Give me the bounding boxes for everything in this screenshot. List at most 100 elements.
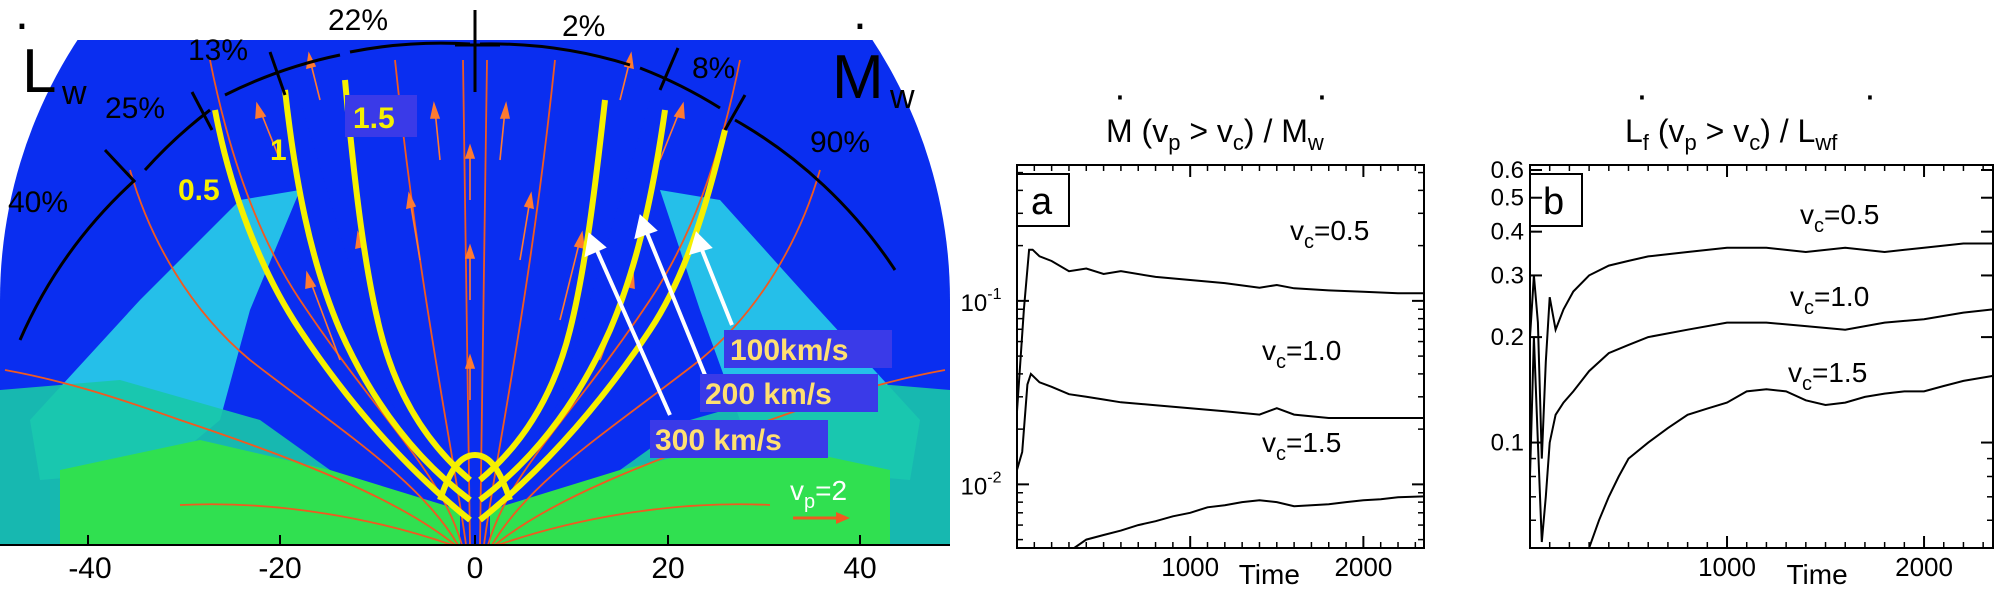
svg-text:w: w (889, 78, 915, 116)
simulation-map-panel: 100km/s 200 km/s 300 km/s 0.5 1 1.5 vp=2 (0, 0, 950, 585)
chart-b-plot-frame (1529, 164, 1994, 549)
sector-dividers (103, 10, 747, 184)
svg-text:·: · (1864, 75, 1877, 117)
chart-b-panel-tag: b (1529, 173, 1583, 227)
series-label: vc=0.5 (1800, 199, 1879, 237)
x-tick-label: 1000 (1698, 552, 1756, 582)
svg-text:·: · (14, 0, 31, 51)
vc-contour-1.5-left (342, 79, 472, 483)
y-tick-label: 0.2 (1491, 324, 1524, 351)
speed-arrow-100 (689, 231, 734, 326)
percent-label: 90% (810, 126, 870, 159)
chart-b-series-labels: vc=0.5 vc=1.0 vc=1.5 (1788, 199, 1879, 395)
series-label: vc=0.5 (1290, 215, 1369, 253)
sector-arc (18, 178, 137, 341)
percent-label: 2% (562, 10, 605, 43)
green-disk-right (490, 440, 890, 545)
y-tick-label: 10-2 (961, 469, 1002, 500)
vc-label: 0.5 (178, 174, 220, 207)
vc-contour-1.5-right (478, 99, 608, 483)
series-line-vc=0.5 (1530, 242, 1993, 459)
green-disk-left (60, 440, 460, 545)
svg-text:·: · (1316, 75, 1329, 117)
speed-label: 100km/s (730, 334, 848, 367)
map-x-tick: 0 (467, 552, 484, 585)
x-axis-label: Time (1239, 559, 1300, 589)
percent-labels: 40% 25% 13% 22% 2% 8% 90% (8, 4, 870, 219)
velocity-arrow (659, 101, 685, 161)
map-x-tick: 20 (651, 552, 684, 585)
percent-label: 40% (8, 186, 68, 219)
chart-b-title: · · Lf (vp > vc) / Lwf (1625, 75, 1876, 155)
y-tick-label: 0.5 (1491, 185, 1524, 212)
y-tick-label: 0.4 (1491, 219, 1524, 246)
chart-a-lines (1017, 248, 1424, 548)
percent-label: 8% (692, 52, 735, 85)
map-x-tick: -40 (68, 552, 111, 585)
vc-contour-1-left (282, 89, 472, 503)
vp-label: vp=2 (790, 475, 847, 513)
velocity-arrow (559, 230, 585, 321)
velocity-arrow (519, 191, 534, 261)
inner-jet-region (300, 100, 650, 540)
vc-contour-0.5-right (478, 129, 728, 523)
chart-a-axes: 1000 2000 Time 10-1 10-2 (961, 165, 1424, 589)
series-line-vc=1.5 (1588, 374, 1993, 548)
series-label: vc=1.5 (1788, 357, 1867, 395)
velocity-arrow (406, 191, 421, 261)
chart-a: · · M (vp > vc) / Mw a 1000 2000Time10-11… (961, 75, 1425, 589)
vp-reference-arrow (793, 512, 850, 524)
svg-text:b: b (1543, 181, 1564, 223)
angular-sector-arcs (18, 41, 897, 341)
sector-arc (143, 108, 211, 172)
speed-arrows (584, 214, 734, 416)
vc-label: 1.5 (353, 102, 395, 135)
chart-b-axes: 1000 2000 Time 0.60.5 0.4 0.3 0.2 0.1 (1491, 157, 1993, 589)
vc-core-bump (437, 451, 513, 501)
vc-label-group: 0.5 1 1.5 (178, 95, 417, 207)
vc-label: 1 (270, 134, 287, 167)
speed-arrow-200 (634, 214, 707, 376)
map-x-tick: -20 (258, 552, 301, 585)
vc-contours (212, 79, 728, 523)
series-label: vc=1.0 (1262, 335, 1341, 373)
series-label: vc=1.5 (1262, 427, 1341, 465)
svg-text:w: w (61, 74, 87, 112)
y-tick-label: 0.1 (1491, 430, 1524, 457)
percent-label: 25% (105, 92, 165, 125)
velocity-arrow (464, 353, 476, 400)
speed-label-group: 100km/s 200 km/s 300 km/s (650, 330, 892, 458)
sector-arc (734, 118, 897, 271)
x-tick-label: 2000 (1895, 552, 1953, 582)
svg-text:a: a (1031, 181, 1053, 223)
sector-arc (639, 66, 721, 110)
vc-contour-0.5-left (212, 109, 472, 523)
velocity-arrow (464, 243, 476, 300)
speed-label: 200 km/s (705, 378, 832, 411)
chart-a-series-labels: vc=0.5 vc=1.0 vc=1.5 (1262, 215, 1369, 465)
vc-contour-1-right (478, 109, 668, 503)
chart-b-title-text: Lf (vp > vc) / Lwf (1625, 113, 1838, 155)
speed-arrow-300 (584, 232, 672, 416)
chart-a-title: · · M (vp > vc) / Mw (1106, 75, 1328, 155)
svg-text:·: · (1114, 75, 1127, 117)
speed-label: 300 km/s (655, 424, 782, 457)
chart-a-title-text: M (vp > vc) / Mw (1106, 113, 1324, 155)
percent-label: 13% (188, 34, 248, 67)
percent-label: 22% (328, 4, 388, 37)
series-line-vc=1.0 (1530, 308, 1993, 543)
velocity-arrow (305, 270, 341, 361)
velocity-arrow (499, 101, 510, 161)
svg-text:L: L (22, 37, 56, 106)
map-x-axis: -40 -20 0 20 40 (0, 535, 950, 585)
y-tick-label: 0.6 (1491, 157, 1524, 184)
color-map (0, 40, 950, 546)
y-tick-label: 10-1 (961, 286, 1002, 317)
mdot-w-label: · M w (832, 0, 915, 116)
chart-b-lines (1530, 242, 1993, 548)
velocity-arrow (255, 101, 281, 161)
svg-text:M: M (832, 43, 884, 112)
y-tick-label: 0.3 (1491, 262, 1524, 289)
ldot-w-label: · L w (14, 0, 87, 112)
